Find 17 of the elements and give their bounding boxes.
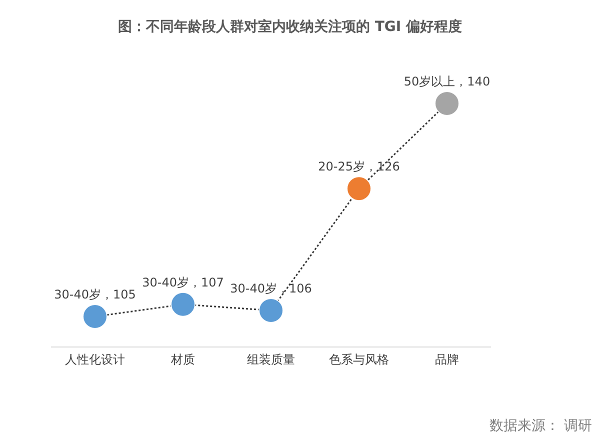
x-tick-label: 组装质量 (247, 352, 295, 367)
point (170, 292, 196, 317)
point (434, 90, 460, 116)
data-label: 50岁以上，140 (404, 74, 490, 88)
x-tick-label: 品牌 (435, 352, 459, 367)
source-note: 数据来源： 调研 (490, 417, 592, 435)
x-tick-label: 人性化设计 (65, 352, 125, 367)
data-label: 20-25岁，126 (318, 160, 400, 174)
x-tick-label: 色系与风格 (329, 352, 389, 367)
point (82, 304, 108, 330)
point (258, 298, 284, 323)
point (346, 176, 372, 202)
data-label: 30-40岁，106 (230, 281, 312, 296)
chart-title: 图：不同年龄段人群对室内收纳关注项的 TGI 偏好程度 (117, 18, 463, 36)
data-label: 30-40岁，107 (142, 275, 224, 290)
x-tick-label: 材质 (170, 352, 195, 367)
data-label: 30-40岁，105 (54, 288, 136, 302)
